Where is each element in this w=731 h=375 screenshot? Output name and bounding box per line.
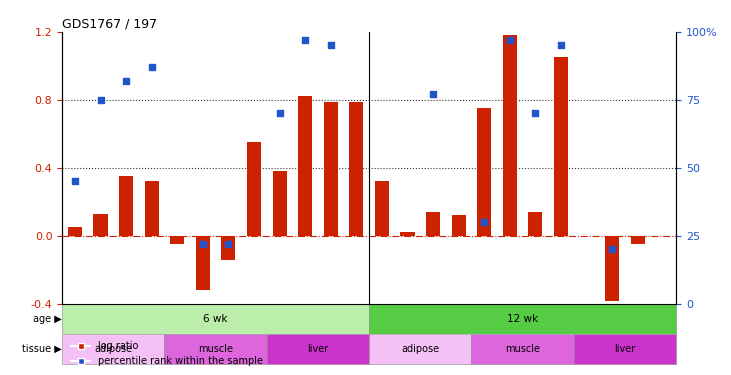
Bar [605,236,619,300]
Bar [170,236,184,244]
Bar [631,236,645,244]
Text: liver: liver [307,344,329,354]
Bar [267,334,369,364]
Point [606,246,618,252]
Text: GDS1767 / 197: GDS1767 / 197 [62,18,157,31]
Point [325,42,336,48]
Bar [401,232,414,236]
Bar [426,212,440,236]
Bar [164,334,267,364]
Text: adipose: adipose [401,344,439,354]
Point [529,111,541,117]
Text: muscle: muscle [198,344,233,354]
Text: adipose: adipose [94,344,132,354]
Point [427,92,439,98]
Text: liver: liver [614,344,636,354]
Bar [94,214,107,236]
Bar [145,182,159,236]
Point [197,241,209,247]
Text: age ▶: age ▶ [34,314,62,324]
Point [69,178,81,184]
Bar [369,334,471,364]
Point [300,37,311,43]
Point [95,97,107,103]
Bar [62,334,164,364]
Text: muscle: muscle [505,344,540,354]
Point [478,219,490,225]
Point [222,241,234,247]
Point [504,37,516,43]
Point [120,78,132,84]
Point [556,42,567,48]
Bar [471,334,574,364]
Legend: log ratio, percentile rank within the sample: log ratio, percentile rank within the sa… [67,338,267,370]
Bar [196,236,210,290]
Text: 12 wk: 12 wk [507,314,538,324]
Bar [324,102,338,236]
Point [273,111,285,117]
Bar [375,182,389,236]
Bar [221,236,235,260]
Bar [529,212,542,236]
Bar [452,216,466,236]
Bar [62,304,369,334]
Bar [247,142,261,236]
Bar [503,35,517,236]
Bar [119,176,133,236]
Text: tissue ▶: tissue ▶ [23,344,62,354]
Bar [273,171,287,236]
Text: 6 wk: 6 wk [203,314,228,324]
Bar [298,96,312,236]
Bar [349,102,363,236]
Point [145,64,158,70]
Bar [574,334,676,364]
Bar [68,227,82,236]
Bar [477,108,491,236]
Bar [369,304,676,334]
Bar [554,57,568,236]
